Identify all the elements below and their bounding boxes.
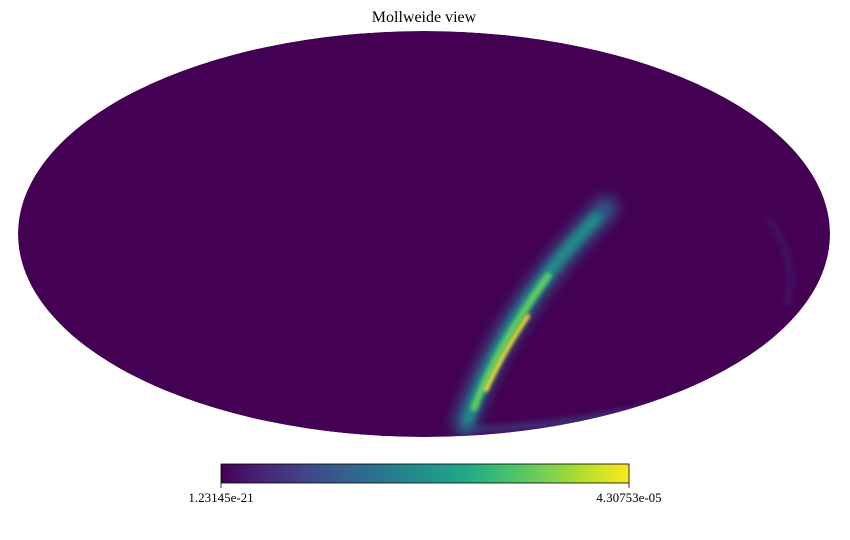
probability-peak [484, 314, 530, 392]
colorbar-max-label: 4.30753e-05 [596, 490, 661, 505]
colorbar-gradient [220, 463, 630, 484]
mollweide-map [18, 31, 830, 437]
chart-title: Mollweide view [372, 9, 477, 26]
colorbar-min-label: 1.23145e-21 [188, 490, 253, 505]
probability-faint-arc [765, 215, 793, 307]
colorbar: 1.23145e-21 4.30753e-05 [188, 463, 662, 505]
probability-inner [470, 272, 552, 412]
map-background [18, 31, 830, 437]
